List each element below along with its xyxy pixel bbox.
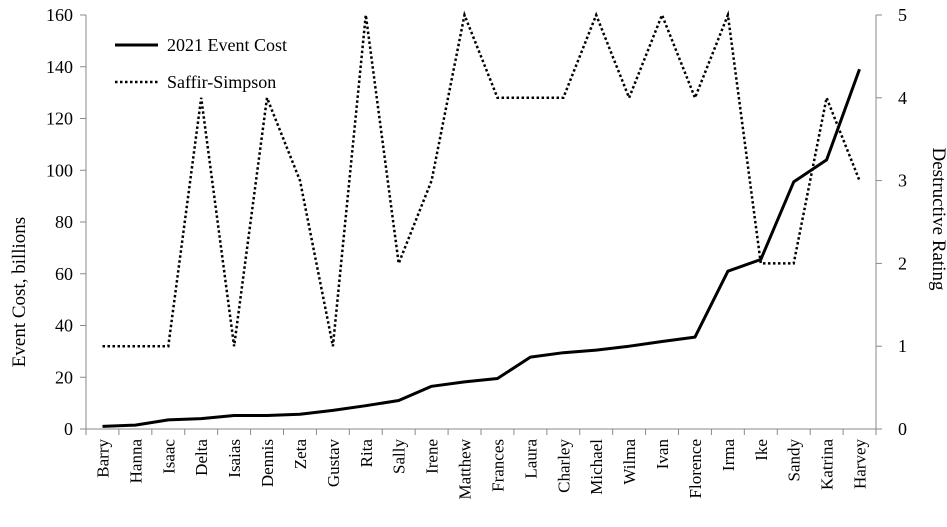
x-tick-label: Barry [93, 439, 112, 478]
y2-tick-label: 2 [898, 253, 907, 273]
x-tick-label: Charley [554, 439, 573, 493]
category-axis-labels: Barry Hanna Isaac Delta Isaias Dennis Zeta Gust… [93, 438, 869, 499]
x-tick-label: Delta [192, 439, 211, 476]
x-tick-label: Matthew [456, 438, 475, 499]
x-tick-label: Zeta [291, 439, 310, 470]
x-tick-label: Frances [488, 439, 507, 492]
y2-tick-label: 0 [898, 419, 907, 439]
y-tick-label: 160 [46, 5, 73, 25]
x-tick-label: Laura [521, 439, 540, 479]
x-tick-label: Dennis [258, 439, 277, 487]
x-tick-label: Michael [587, 439, 606, 495]
y-tick-label: 60 [55, 264, 73, 284]
series-line-saffir-simpson [102, 10, 861, 348]
x-tick-label: Sandy [785, 439, 804, 482]
x-tick-label: Isaac [159, 439, 178, 474]
y-tick-label: 40 [55, 316, 73, 336]
series-line-event-cost [102, 68, 861, 428]
x-tick-label: Ike [752, 439, 771, 461]
x-tick-label: Sally [390, 439, 409, 474]
series-layer [102, 10, 861, 428]
y2-tick-label: 3 [898, 171, 907, 191]
y-tick-label: 0 [64, 419, 73, 439]
y2-tick-label: 4 [898, 88, 907, 108]
x-tick-label: Rita [357, 439, 376, 468]
legend-label-saffir-simpson: Saffir-Simpson [167, 72, 276, 92]
left-axis-ticks: 0 20 40 60 80 100 120 140 160 [46, 5, 86, 439]
y-tick-label: 100 [46, 160, 73, 180]
y-tick-label: 140 [46, 57, 73, 77]
y-tick-label: 20 [55, 367, 73, 387]
y2-tick-label: 1 [898, 336, 907, 356]
x-tick-label: Irma [719, 439, 738, 472]
right-axis-ticks: 0 1 2 3 4 5 [876, 5, 907, 439]
x-tick-label: Ivan [653, 439, 672, 470]
y-tick-label: 80 [55, 212, 73, 232]
y-axis-title: Event Cost, billions [9, 217, 30, 367]
y2-axis-title: Destructive Rating [928, 148, 947, 291]
legend: 2021 Event Cost Saffir-Simpson [115, 35, 287, 92]
x-tick-label: Wilma [620, 439, 639, 485]
x-tick-label: Gustav [324, 439, 343, 488]
x-tick-label: Harvey [851, 439, 870, 490]
y-tick-label: 120 [46, 109, 73, 129]
legend-label-event-cost: 2021 Event Cost [167, 35, 287, 55]
x-tick-label: Isaias [225, 439, 244, 478]
y2-tick-label: 5 [898, 5, 907, 25]
x-tick-label: Katrina [818, 439, 837, 490]
x-tick-label: Florence [686, 439, 705, 498]
x-tick-label: Irene [423, 439, 442, 474]
x-tick-label: Hanna [126, 439, 145, 484]
